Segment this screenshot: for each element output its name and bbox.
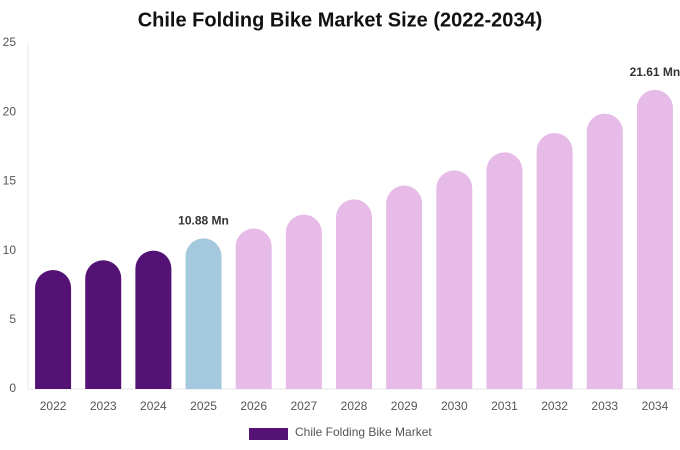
x-tick-label: 2028 xyxy=(341,399,368,413)
y-tick-label: 20 xyxy=(3,104,17,118)
x-tick-label: 2023 xyxy=(90,399,117,413)
x-tick-label: 2031 xyxy=(491,399,518,413)
bar xyxy=(35,269,72,389)
y-tick-label: 25 xyxy=(3,35,17,49)
bar xyxy=(586,113,623,390)
x-tick-label: 2032 xyxy=(541,399,568,413)
bar xyxy=(185,238,222,389)
x-tick-label: 2027 xyxy=(290,399,317,413)
bar xyxy=(336,199,372,389)
bar xyxy=(85,260,122,389)
bar xyxy=(285,214,322,389)
bar xyxy=(386,185,423,389)
y-tick-label: 0 xyxy=(9,381,16,395)
x-tick-label: 2029 xyxy=(391,399,418,413)
x-tick-label: 2033 xyxy=(591,399,618,413)
bar xyxy=(436,170,473,389)
x-tick-label: 2030 xyxy=(441,399,468,413)
legend-swatch xyxy=(249,428,288,440)
bar xyxy=(536,132,573,389)
y-tick-label: 10 xyxy=(3,243,17,257)
y-tick-label: 15 xyxy=(3,174,17,188)
x-tick-label: 2025 xyxy=(190,399,217,413)
bar xyxy=(135,250,172,389)
data-label: 10.88 Mn xyxy=(178,214,229,228)
y-tick-label: 5 xyxy=(9,312,16,326)
data-label: 21.61 Mn xyxy=(630,65,680,79)
x-tick-label: 2024 xyxy=(140,399,167,413)
x-tick-label: 2034 xyxy=(642,399,669,413)
chart-title: Chile Folding Bike Market Size (2022-203… xyxy=(138,9,543,31)
x-tick-label: 2026 xyxy=(240,399,267,413)
x-tick-label: 2022 xyxy=(40,399,67,413)
legend-label: Chile Folding Bike Market xyxy=(295,425,432,439)
bar xyxy=(636,89,673,389)
bar xyxy=(235,228,272,389)
bar xyxy=(486,152,523,389)
